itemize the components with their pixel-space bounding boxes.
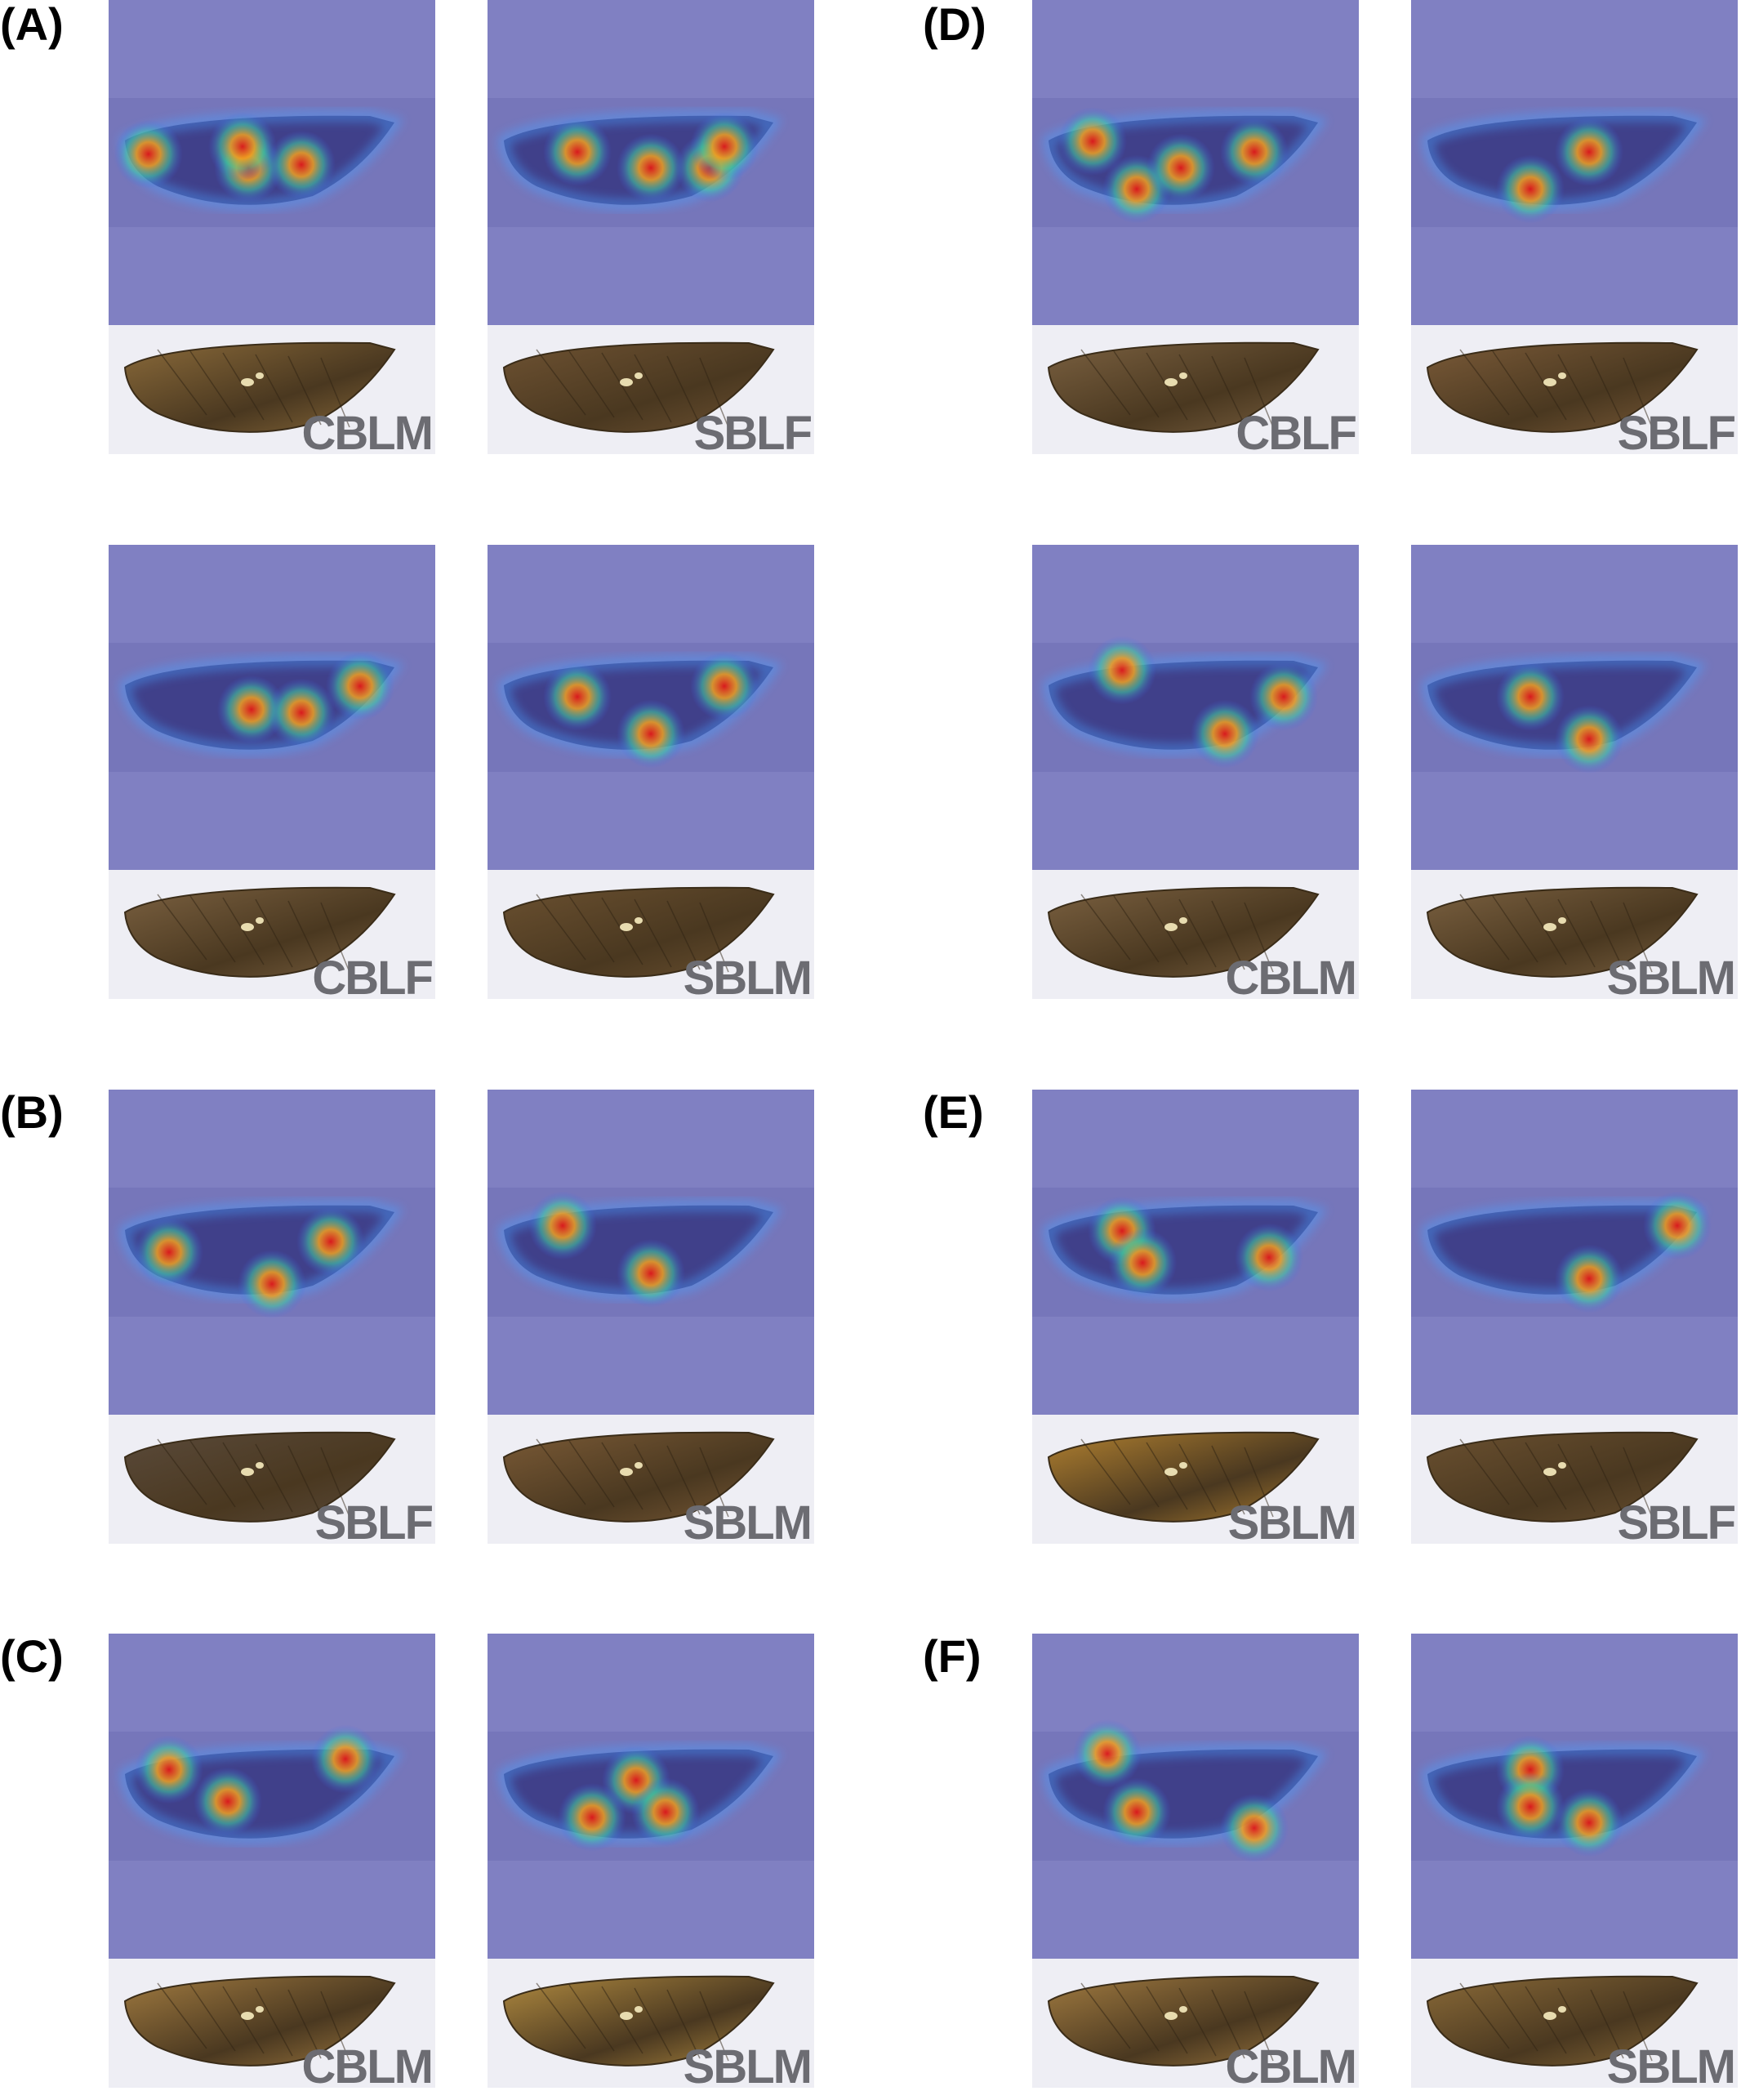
- heatmap-overlay: [1411, 1090, 1738, 1415]
- panel-a-tile-4: SBLM: [488, 545, 814, 999]
- wing-caption: SBLM: [683, 952, 813, 1000]
- panel-a-tile-2: SBLF: [488, 0, 814, 454]
- heatmap-overlay: [488, 545, 814, 870]
- wing-photo: SBLF: [1411, 1415, 1738, 1544]
- heatmap-overlay: [109, 545, 435, 870]
- wing-caption: SBLM: [683, 2040, 813, 2089]
- wing-caption: SBLM: [683, 1496, 813, 1545]
- panel-label-c: (C): [0, 1630, 64, 1682]
- panel-d-tile-2: SBLF: [1411, 0, 1738, 454]
- panel-d-tile-1: CBLF: [1032, 0, 1359, 454]
- heatmap-overlay: [1032, 0, 1359, 325]
- wing-photo: SBLF: [1411, 325, 1738, 454]
- heatmap-overlay: [109, 1090, 435, 1415]
- wing-photo: CBLM: [1032, 1959, 1359, 2088]
- heatmap-overlay: [1411, 545, 1738, 870]
- heatmap-overlay: [109, 0, 435, 325]
- wing-caption: SBLM: [1606, 2040, 1736, 2089]
- panel-b-tile-2: SBLM: [488, 1090, 814, 1544]
- panel-c-tile-1: CBLM: [109, 1634, 435, 2088]
- panel-e-tile-1: SBLM: [1032, 1090, 1359, 1544]
- wing-caption: SBLF: [693, 407, 813, 455]
- wing-photo: SBLM: [488, 1959, 814, 2088]
- panel-label-a: (A): [0, 0, 64, 50]
- panel-a-tile-1: CBLM: [109, 0, 435, 454]
- panel-d-tile-3: CBLM: [1032, 545, 1359, 999]
- heatmap-overlay: [1032, 1634, 1359, 1959]
- wing-caption: CBLF: [312, 952, 434, 1000]
- panel-f-tile-1: CBLM: [1032, 1634, 1359, 2088]
- wing-photo: SBLF: [109, 1415, 435, 1544]
- panel-a-tile-3: CBLF: [109, 545, 435, 999]
- wing-photo: CBLM: [109, 1959, 435, 2088]
- wing-photo: SBLM: [488, 870, 814, 999]
- wing-caption: SBLF: [314, 1496, 434, 1545]
- panel-e-tile-2: SBLF: [1411, 1090, 1738, 1544]
- wing-photo: SBLM: [1411, 870, 1738, 999]
- wing-caption: CBLM: [301, 407, 434, 455]
- heatmap-overlay: [1032, 1090, 1359, 1415]
- wing-caption: CBLM: [301, 2040, 434, 2089]
- wing-photo: CBLF: [109, 870, 435, 999]
- panel-label-b: (B): [0, 1086, 64, 1138]
- heatmap-overlay: [488, 1634, 814, 1959]
- heatmap-overlay: [488, 1090, 814, 1415]
- panel-label-f: (F): [923, 1630, 982, 1682]
- wing-caption: CBLM: [1225, 2040, 1357, 2089]
- wing-photo: SBLF: [488, 325, 814, 454]
- heatmap-overlay: [1411, 1634, 1738, 1959]
- wing-photo: CBLM: [109, 325, 435, 454]
- heatmap-overlay: [1411, 0, 1738, 325]
- wing-caption: CBLM: [1225, 952, 1357, 1000]
- wing-caption: SBLF: [1617, 407, 1736, 455]
- panel-label-e: (E): [923, 1086, 984, 1138]
- wing-photo: SBLM: [488, 1415, 814, 1544]
- heatmap-overlay: [1032, 545, 1359, 870]
- panel-d-tile-4: SBLM: [1411, 545, 1738, 999]
- wing-caption: CBLF: [1236, 407, 1357, 455]
- wing-photo: SBLM: [1411, 1959, 1738, 2088]
- wing-photo: CBLM: [1032, 870, 1359, 999]
- heatmap-overlay: [488, 0, 814, 325]
- panel-f-tile-2: SBLM: [1411, 1634, 1738, 2088]
- heatmap-overlay: [109, 1634, 435, 1959]
- wing-photo: CBLF: [1032, 325, 1359, 454]
- wing-caption: SBLF: [1617, 1496, 1736, 1545]
- wing-caption: SBLM: [1227, 1496, 1357, 1545]
- wing-photo: SBLM: [1032, 1415, 1359, 1544]
- wing-caption: SBLM: [1606, 952, 1736, 1000]
- panel-c-tile-2: SBLM: [488, 1634, 814, 2088]
- panel-label-d: (D): [923, 0, 986, 50]
- panel-b-tile-1: SBLF: [109, 1090, 435, 1544]
